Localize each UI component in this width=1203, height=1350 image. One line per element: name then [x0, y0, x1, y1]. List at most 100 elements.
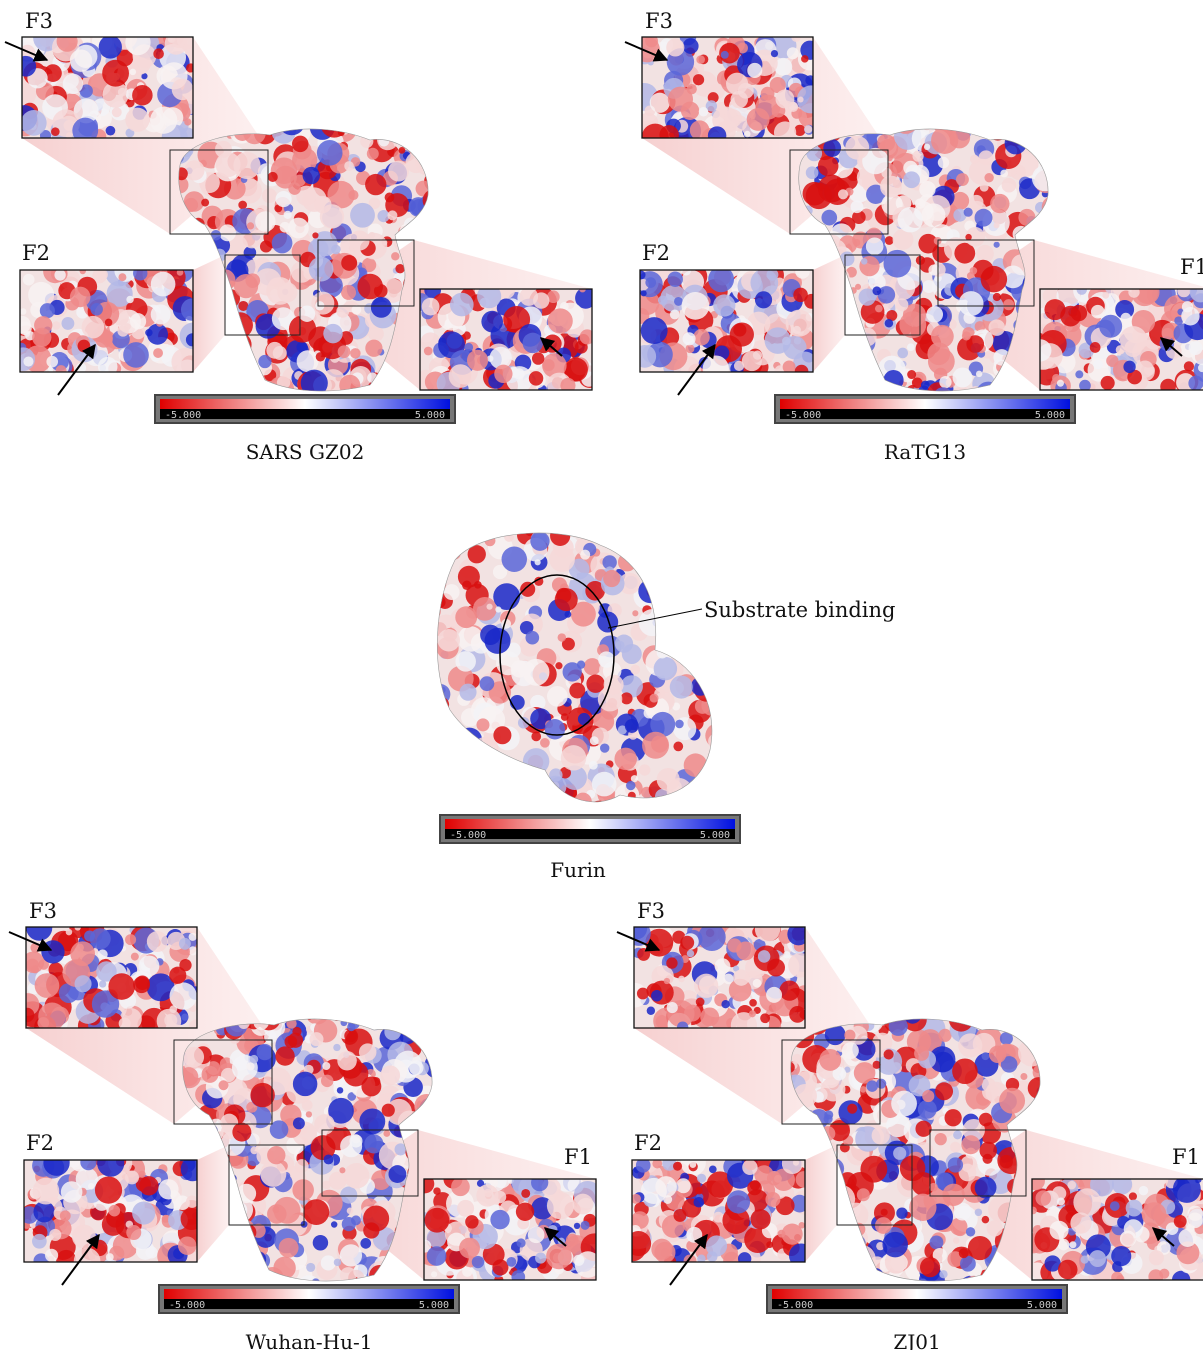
surface-patch: [1069, 1241, 1076, 1248]
surface-patch: [753, 979, 762, 988]
surface-patch: [477, 784, 488, 795]
surface-patch: [385, 119, 404, 138]
surface-patch: [857, 1188, 870, 1201]
surface-patch: [432, 536, 441, 545]
zoom-wedge: [805, 1145, 837, 1262]
surface-patch: [462, 1267, 472, 1277]
surface-patch: [736, 941, 755, 960]
surface-patch: [385, 193, 395, 203]
surface-patch: [784, 382, 797, 395]
surface-patch: [21, 110, 47, 136]
surface-patch: [695, 790, 715, 810]
surface-patch: [1037, 1042, 1053, 1058]
surface-patch: [428, 703, 441, 716]
surface-patch: [502, 547, 527, 572]
surface-patch: [670, 310, 680, 320]
surface-patch: [424, 1052, 451, 1079]
surface-patch: [978, 150, 993, 165]
surface-patch: [574, 1223, 580, 1229]
surface-patch: [882, 1232, 908, 1258]
surface-patch: [779, 981, 799, 1001]
surface-patch: [992, 116, 1016, 140]
surface-patch: [959, 1248, 969, 1258]
surface-patch: [589, 761, 598, 770]
surface-patch: [427, 1246, 447, 1266]
surface-patch: [953, 1237, 960, 1244]
surface-patch: [303, 167, 320, 184]
surface-patch: [1111, 1272, 1123, 1284]
surface: [20, 1148, 206, 1274]
surface-patch: [838, 189, 848, 199]
surface-patch: [184, 160, 204, 180]
surface-patch: [234, 274, 258, 298]
surface: [1023, 1170, 1203, 1290]
surface-patch: [433, 697, 449, 713]
surface-patch: [915, 198, 925, 208]
surface-patch: [836, 1268, 845, 1277]
surface-patch: [426, 528, 452, 554]
surface-patch: [721, 51, 729, 59]
surface-patch: [793, 288, 808, 303]
surface-patch: [125, 934, 136, 945]
surface-patch: [626, 1231, 651, 1256]
surface-patch: [921, 381, 930, 390]
surface-patch: [32, 1234, 47, 1249]
surface-patch: [420, 142, 440, 162]
surface-patch: [938, 1029, 951, 1042]
surface: [411, 281, 601, 398]
surface-patch: [333, 1044, 340, 1051]
surface-patch: [403, 109, 425, 131]
surface-patch: [126, 296, 133, 303]
surface-patch: [964, 208, 973, 217]
surface-patch: [188, 1263, 200, 1275]
surface-patch: [306, 1263, 315, 1272]
surface-patch: [942, 1184, 964, 1206]
surface-patch: [476, 718, 489, 731]
surface-patch: [667, 1002, 678, 1013]
surface-patch: [679, 549, 689, 559]
surface-patch: [431, 681, 437, 687]
surface-patch: [792, 1054, 802, 1064]
surface-patch: [1034, 1043, 1047, 1056]
surface-patch: [922, 203, 946, 227]
surface-patch: [216, 371, 231, 386]
surface-patch: [715, 958, 731, 974]
surface-patch: [959, 291, 984, 316]
surface-patch: [409, 1061, 423, 1075]
surface-patch: [1028, 1077, 1050, 1099]
surface-patch: [1025, 1011, 1036, 1022]
surface-patch: [884, 1049, 894, 1059]
surface-patch: [883, 370, 903, 390]
surface-patch: [998, 1269, 1011, 1282]
surface-patch: [322, 1062, 330, 1070]
surface-patch: [999, 1088, 1025, 1114]
surface-patch: [240, 1224, 256, 1240]
surface-patch: [655, 588, 675, 608]
surface-patch: [667, 271, 682, 286]
surface-patch: [145, 329, 152, 336]
surface-patch: [700, 1007, 719, 1026]
surface-patch: [528, 1226, 545, 1243]
surface-patch: [1089, 1250, 1106, 1267]
surface-patch: [860, 1156, 887, 1183]
surface-patch: [218, 1080, 228, 1090]
surface-patch: [658, 295, 668, 305]
surface-patch: [822, 243, 833, 254]
surface-patch: [795, 264, 809, 278]
surface-patch: [260, 1161, 286, 1187]
surface-patch: [371, 297, 392, 318]
surface-patch: [341, 285, 356, 300]
surface-patch: [15, 56, 36, 77]
surface-patch: [721, 1000, 729, 1008]
surface-patch: [250, 1146, 258, 1154]
surface-patch: [1002, 178, 1017, 193]
surface-patch: [216, 1257, 232, 1273]
surface-patch: [1142, 1202, 1167, 1227]
surface-patch: [734, 361, 744, 371]
surface-patch: [713, 294, 735, 316]
surface-patch: [948, 1157, 963, 1172]
surface-patch: [673, 1162, 682, 1171]
surface-patch: [153, 348, 163, 358]
surface-patch: [1101, 376, 1115, 390]
surface-patch: [201, 199, 209, 207]
